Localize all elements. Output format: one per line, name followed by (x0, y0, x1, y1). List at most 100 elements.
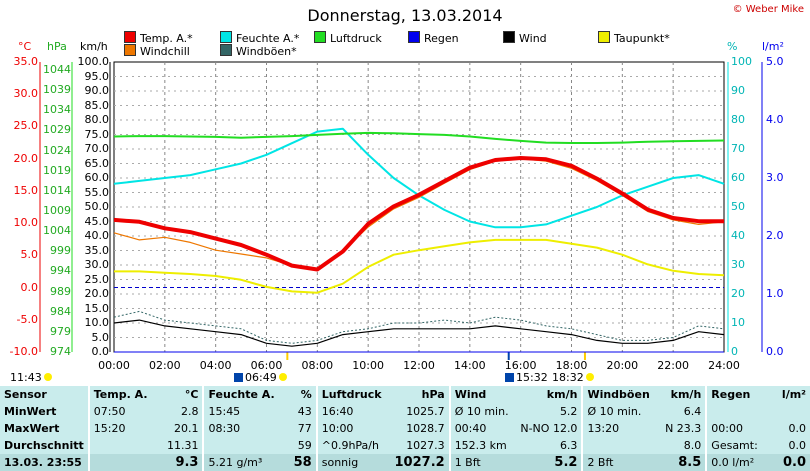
stats-cell: 152.3 km (448, 437, 517, 454)
temp-tick-label: 25.0 (13, 119, 39, 133)
stats-cell: 9.3 (151, 454, 203, 471)
rain-unit-label: l/m² (762, 40, 784, 53)
legend-swatch (408, 31, 420, 43)
stats-cell: 43 (297, 405, 312, 418)
pressure-tick-label: 999 (50, 244, 71, 258)
moonrise-time: 15:32 (516, 371, 548, 384)
stats-cell (762, 403, 810, 420)
stats-cell: 11.31 (166, 439, 199, 452)
wind-tick-label: 85.0 (84, 98, 110, 112)
sunset-event: 18:32 (552, 371, 594, 384)
stats-row: Sensor Temp. A. °C Feuchte A.% Luftdruck hPa W… (0, 386, 810, 403)
humidity-tick-label: 100 (731, 55, 752, 68)
wind-tick-label: 70.0 (84, 142, 110, 155)
time-tick-label: 18:00 (555, 359, 588, 372)
humidity-tick-label: 80 (731, 113, 745, 126)
stats-cell: 1027.3 (406, 439, 445, 452)
stats-row: MaxWert 15:20 20.1 08:30 77 10:00 1028.7 00:40 N… (0, 420, 810, 437)
stats-cell: Feuchte A. (202, 386, 279, 403)
sunrise-event: 06:49 (234, 371, 287, 384)
time-tick-label: 00:00 (98, 359, 130, 372)
stats-cell: 0.0 (788, 439, 807, 452)
wind-tick-label: 75.0 (84, 127, 110, 141)
legend-swatch (598, 31, 610, 43)
stats-cell: sonnig (315, 454, 390, 471)
legend-label: Windböen* (236, 45, 297, 58)
moon-icon (234, 373, 243, 382)
stats-cell: 15:45 (202, 403, 279, 420)
sun-icon (43, 373, 52, 381)
stats-cell (87, 454, 152, 471)
stats-cell: l/m² (781, 388, 806, 401)
stats-cell: ^0.9hPa/h (315, 437, 390, 454)
stats-cell: 2 Bft (581, 454, 654, 471)
stats-cell: 07:50 (87, 403, 152, 420)
copyright-text: © Weber Mike (732, 4, 804, 15)
stats-cell: 0.0 l/m² (705, 454, 762, 471)
time-tick-label: 12:00 (403, 359, 435, 372)
stats-row: 13.03. 23:55 9.3 5.21 g/m³ 58 sonnig 1027.2 1 … (0, 454, 810, 471)
chart-title: Donnerstag, 13.03.2014 (307, 6, 503, 25)
sunrise-prev-event: 11:43 (10, 371, 52, 384)
wind-tick-label: 95.0 (84, 69, 110, 83)
humidity-tick-label: 50 (731, 200, 745, 213)
temp-tick-label: 10.0 (13, 216, 39, 230)
weather-chart (39, 61, 763, 360)
rain-tick-label: 0.0 (766, 345, 784, 358)
stats-cell: 0.0 (761, 454, 810, 471)
moonrise-event: 15:32 (505, 371, 548, 384)
legend-swatch (124, 44, 136, 56)
wind-tick-label: 65.0 (84, 156, 110, 170)
time-tick-label: 22:00 (657, 359, 689, 372)
stats-cell: km/h (546, 388, 578, 401)
humidity-tick-label: 60 (731, 171, 745, 184)
time-tick-label: 20:00 (606, 359, 639, 372)
pressure-tick-label: 1024 (43, 143, 71, 157)
legend-label: Taupunkt* (614, 32, 670, 45)
stats-cell: 1025.7 (406, 405, 445, 418)
stats-row-label: MaxWert (4, 422, 60, 435)
temp-tick-label: 15.0 (13, 183, 39, 197)
rain-tick-label: 5.0 (766, 55, 784, 68)
wind-tick-label: 25.0 (84, 272, 110, 286)
rain-tick-label: 3.0 (766, 171, 784, 184)
humidity-unit-label: % (727, 40, 738, 53)
pressure-tick-label: 1014 (43, 183, 71, 197)
stats-cell: 20.1 (173, 422, 199, 435)
stats-row-label: Durchschnitt (4, 439, 84, 452)
stats-cell: 5.2 (559, 405, 578, 418)
wind-tick-label: 80.0 (84, 113, 110, 126)
time-tick-label: 06:00 (250, 359, 283, 372)
pressure-tick-label: 994 (50, 264, 71, 278)
stats-cell (705, 403, 762, 420)
humidity-tick-label: 10 (731, 316, 745, 329)
stats-cell: 8.5 (653, 454, 706, 471)
wind-tick-label: 100.0 (77, 55, 110, 68)
series-line (113, 156, 724, 272)
stats-cell: 5.2 (516, 454, 582, 471)
wind-tick-label: 20.0 (84, 287, 110, 300)
legend-label: Feuchte A.* (236, 32, 300, 45)
pressure-unit-label: hPa (47, 40, 67, 53)
stats-cell: Regen (705, 386, 762, 403)
series-line (113, 310, 725, 344)
stats-cell: Luftdruck (315, 386, 390, 403)
stats-cell: 00:40 (448, 420, 517, 437)
stats-cell: km/h (670, 388, 702, 401)
stats-row-label: 13.03. 23:55 (0, 454, 88, 471)
humidity-tick-label: 30 (731, 258, 745, 271)
sun-icon (585, 373, 594, 381)
stats-cell: 77 (297, 422, 312, 435)
stats-cell: Ø 10 min. (581, 403, 653, 420)
pressure-tick-label: 1009 (43, 204, 71, 218)
stats-cell: 15:20 (87, 420, 152, 437)
wind-tick-label: 0.0 (91, 345, 110, 358)
stats-cell: 08:30 (202, 420, 279, 437)
time-tick-label: 10:00 (352, 359, 384, 372)
temp-unit-label: °C (18, 40, 32, 53)
wind-tick-label: 55.0 (84, 185, 110, 199)
rain-tick-label: 4.0 (766, 113, 784, 126)
pressure-tick-label: 974 (50, 345, 71, 358)
wind-tick-label: 60.0 (84, 171, 110, 184)
pressure-tick-label: 1004 (43, 224, 71, 238)
